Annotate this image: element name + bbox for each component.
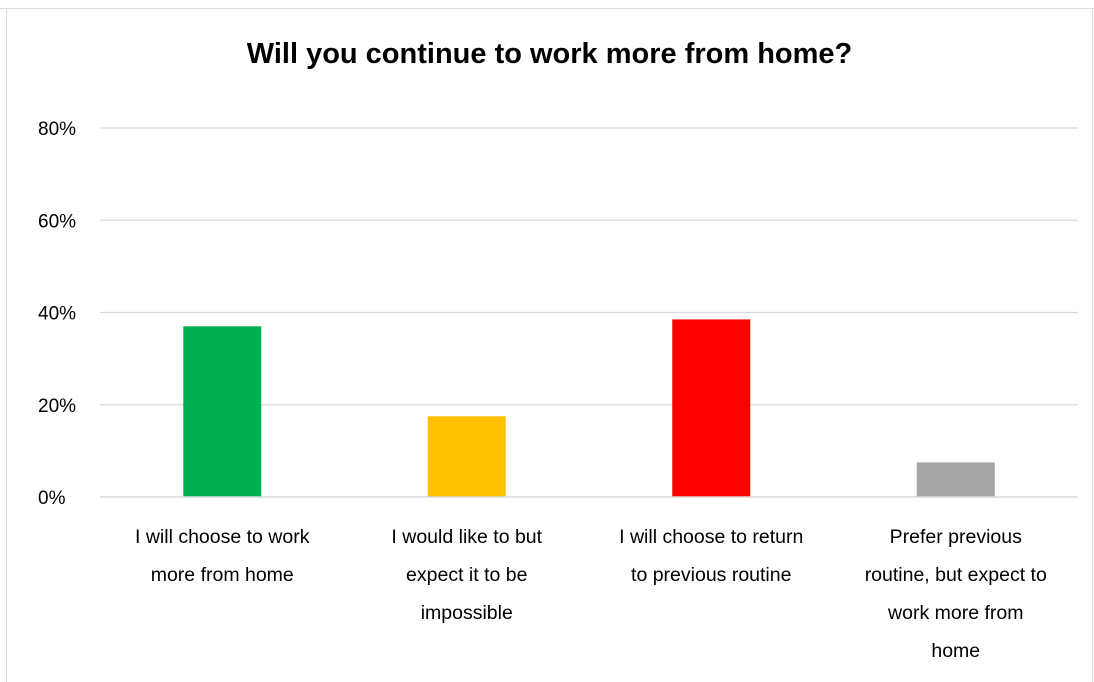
category-label-line: expect it to be bbox=[406, 564, 527, 586]
gridlines bbox=[100, 127, 1078, 406]
chart-border-left bbox=[6, 8, 7, 682]
bar bbox=[916, 462, 995, 497]
chart-title: Will you continue to work more from home… bbox=[246, 38, 853, 70]
category-label-line: impossible bbox=[421, 602, 513, 624]
bars bbox=[183, 319, 995, 497]
category-label-line: I would like to but bbox=[391, 526, 542, 548]
y-tick-label: 60% bbox=[38, 211, 76, 232]
category-label-line: work more from bbox=[887, 602, 1023, 624]
category-label-line: home bbox=[931, 640, 980, 662]
category-label: I would like to but expect it to be imposs… bbox=[391, 526, 542, 624]
category-label: I will choose to return to previous routi… bbox=[619, 526, 803, 586]
category-label: Prefer previous routine, but expect to wor… bbox=[865, 526, 1047, 662]
category-label-line: I will choose to return bbox=[619, 526, 803, 548]
y-axis-tick-labels: 0% 20% 40% 60% 80% bbox=[38, 119, 76, 509]
category-label-line: more from home bbox=[151, 564, 294, 586]
category-label-line: routine, but expect to bbox=[865, 564, 1047, 586]
category-label: I will choose to work more from home bbox=[135, 526, 310, 586]
category-label-line: Prefer previous bbox=[890, 526, 1022, 548]
bar bbox=[672, 319, 751, 497]
chart-border-right bbox=[1092, 8, 1093, 682]
category-label-line: to previous routine bbox=[631, 564, 791, 586]
category-label-line: I will choose to work bbox=[135, 526, 310, 548]
y-tick-label: 40% bbox=[38, 304, 76, 325]
y-tick-label: 0% bbox=[38, 488, 66, 509]
bar bbox=[183, 326, 262, 497]
category-labels: I will choose to work more from home I wou… bbox=[135, 526, 1047, 662]
chart-border-top bbox=[0, 8, 1094, 9]
bar bbox=[427, 416, 506, 497]
y-tick-label: 20% bbox=[38, 396, 76, 417]
y-tick-label: 80% bbox=[38, 119, 76, 140]
